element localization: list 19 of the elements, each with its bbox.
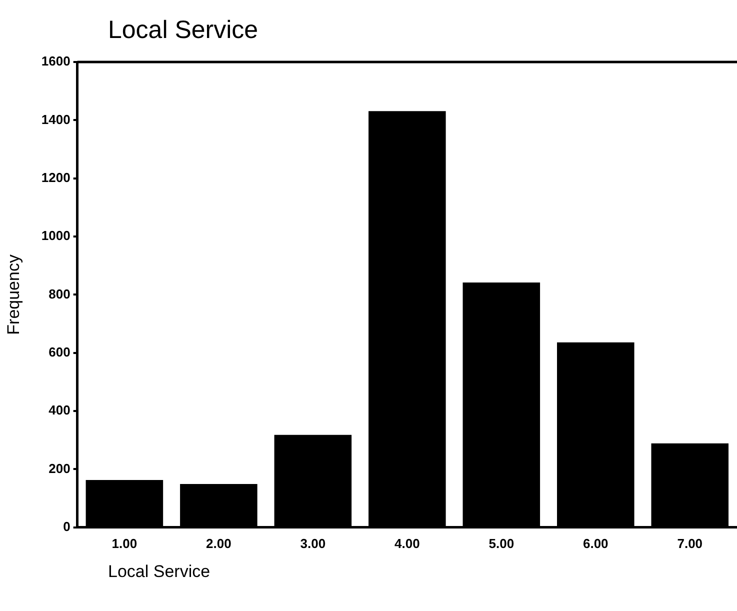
y-tick-label: 1000 (41, 228, 70, 244)
x-tick-label: 2.00 (206, 536, 232, 551)
y-axis-title: Frequency (4, 254, 23, 335)
y-tick-label: 400 (48, 402, 70, 418)
x-axis-title: Local Service (108, 562, 210, 582)
x-tick-label: 4.00 (394, 536, 420, 551)
y-tick-label: 1200 (41, 170, 70, 185)
y-tick-label: 600 (48, 344, 70, 360)
x-tick-label: 6.00 (582, 536, 608, 551)
x-tick-label: 7.00 (677, 536, 703, 551)
y-tick-label: 800 (48, 286, 70, 302)
x-tick-label: 3.00 (300, 536, 326, 551)
x-tick-label: 5.00 (488, 536, 514, 551)
x-tick-label: 1.00 (112, 536, 138, 551)
y-tick-label: 0 (63, 518, 70, 534)
y-tick-label: 1600 (41, 54, 70, 69)
y-tick-label: 200 (48, 460, 70, 476)
chart-title: Local Service (108, 16, 258, 45)
y-tick-label: 1400 (41, 112, 70, 127)
